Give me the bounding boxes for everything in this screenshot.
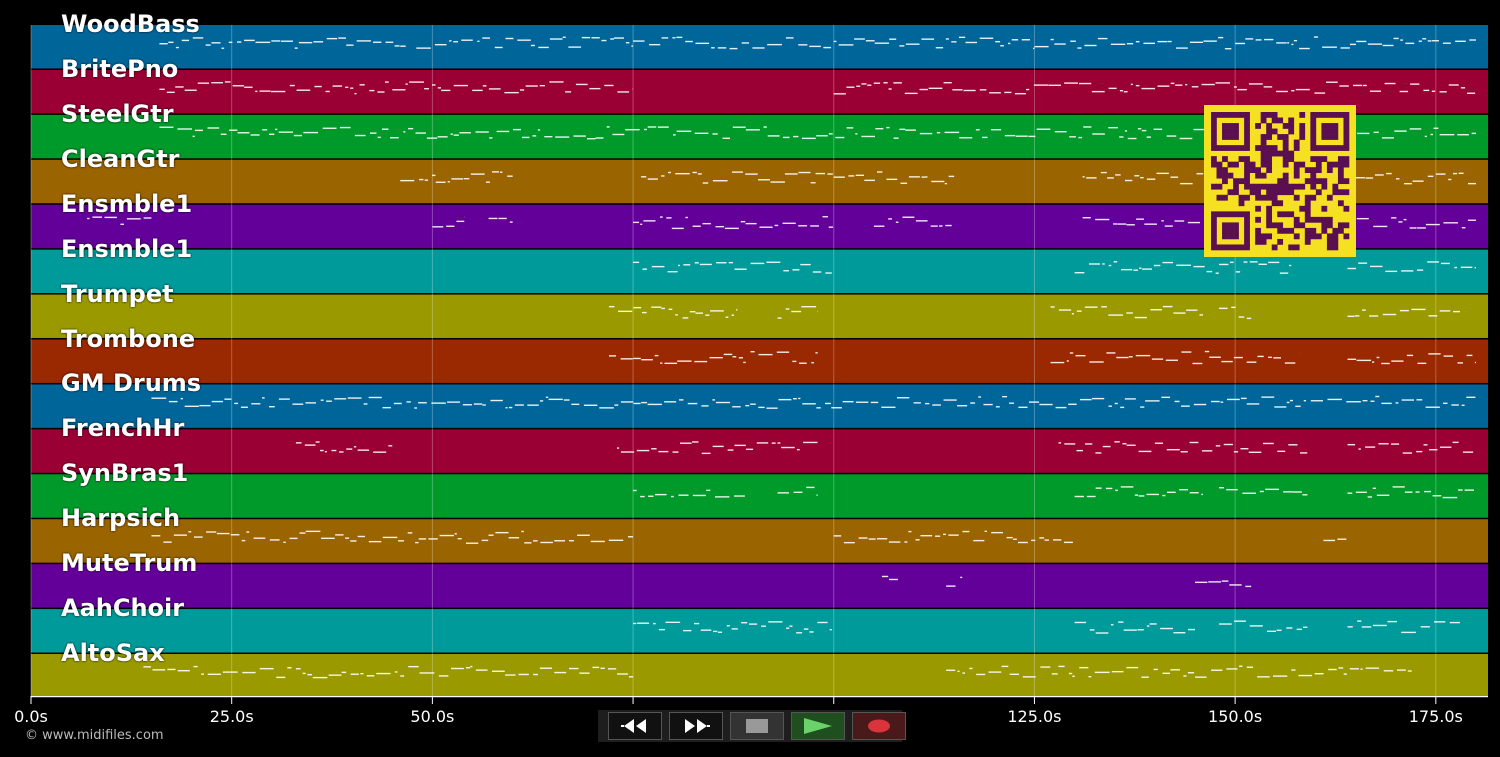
- track-lane: [31, 519, 1488, 563]
- track-lane: [31, 564, 1488, 608]
- time-tick-label: 25.0s: [209, 707, 254, 726]
- fast-forward-button[interactable]: [669, 712, 723, 740]
- track-label: SynBras1: [61, 459, 189, 488]
- track-label: Ensmble1: [61, 234, 193, 263]
- record-button[interactable]: [852, 712, 906, 740]
- track-lane: [31, 654, 1488, 698]
- track-lane: [31, 429, 1488, 473]
- track-label: AahChoir: [61, 594, 185, 623]
- rewind-button[interactable]: [608, 712, 662, 740]
- track-label: SteelGtr: [61, 99, 174, 128]
- track-lane: [31, 474, 1488, 518]
- rewind-icon: [621, 719, 646, 733]
- track-label: Trumpet: [61, 279, 174, 308]
- track-label: WoodBass: [61, 10, 200, 38]
- play-icon: [804, 718, 832, 734]
- record-icon: [868, 719, 890, 733]
- track-lane: [31, 384, 1488, 428]
- time-tick-label: 175.0s: [1408, 707, 1463, 726]
- track-lane: [31, 339, 1488, 383]
- transport-controls: [598, 710, 906, 742]
- track-label: MuteTrum: [61, 549, 198, 578]
- copyright-text: © www.midifiles.com: [25, 728, 164, 743]
- track-label: Trombone: [61, 324, 196, 353]
- play-button[interactable]: [791, 712, 845, 740]
- track-label: BritePno: [61, 54, 179, 83]
- fast-forward-icon: [685, 719, 710, 733]
- stop-button[interactable]: [730, 712, 784, 740]
- track-label: GM Drums: [61, 369, 202, 398]
- track-label: FrenchHr: [61, 414, 185, 443]
- time-tick-label: 150.0s: [1208, 707, 1263, 726]
- time-tick-label: 50.0s: [410, 707, 455, 726]
- track-lane: [31, 294, 1488, 339]
- time-tick-label: 125.0s: [1007, 707, 1062, 726]
- track-label: Ensmble1: [61, 189, 193, 218]
- track-lane: [31, 25, 1488, 69]
- track-lane: [31, 609, 1488, 653]
- track-label: CleanGtr: [61, 144, 180, 173]
- qr-code: [1204, 105, 1356, 257]
- stop-icon: [746, 719, 768, 733]
- track-label: AltoSax: [61, 639, 165, 668]
- track-label: Harpsich: [61, 504, 181, 533]
- time-tick-label: 0.0s: [14, 707, 48, 726]
